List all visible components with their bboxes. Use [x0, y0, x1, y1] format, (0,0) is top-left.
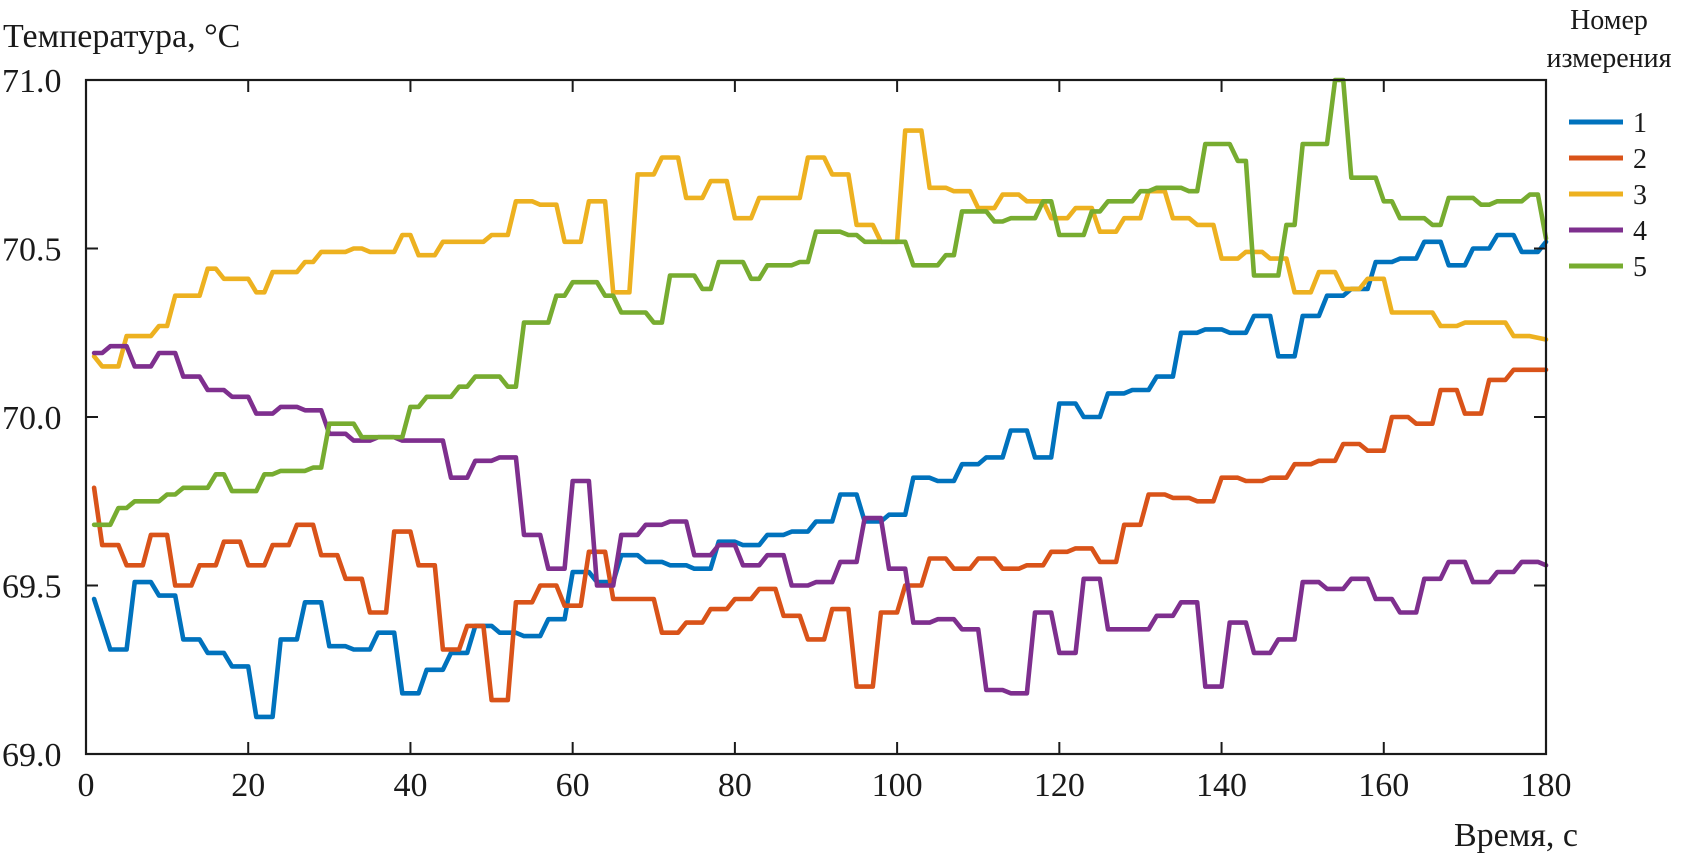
x-tick-label: 80 — [718, 767, 752, 804]
x-tick-label: 40 — [393, 767, 427, 804]
x-axis-label: Время, с — [1454, 817, 1578, 854]
y-tick-label: 69.5 — [2, 569, 62, 606]
legend: Номер измерения 1 2 3 4 5 — [1546, 5, 1671, 283]
y-tick-label: 70.5 — [2, 232, 62, 269]
x-tick-label: 60 — [556, 767, 590, 804]
x-tick-label: 120 — [1034, 767, 1085, 804]
legend-label-5: 5 — [1633, 252, 1647, 283]
x-tick-label: 20 — [231, 767, 265, 804]
legend-label-1: 1 — [1633, 108, 1647, 139]
legend-label-2: 2 — [1633, 144, 1647, 175]
legend-title-line1: Номер — [1570, 5, 1648, 36]
series-line-2 — [91, 367, 1549, 703]
series-line-5 — [91, 77, 1549, 528]
x-tick-label: 140 — [1196, 767, 1247, 804]
y-tick-label: 69.0 — [2, 737, 62, 774]
plot-area — [91, 77, 1549, 720]
series-line-3 — [91, 128, 1549, 369]
x-tick-label: 100 — [872, 767, 923, 804]
x-tick-label: 180 — [1521, 767, 1572, 804]
series-line-1 — [91, 232, 1549, 720]
y-axis-label: Температура, °C — [3, 18, 240, 55]
y-tick-label: 71.0 — [2, 63, 62, 100]
axis-ticks: 0 20 40 60 80 100 120 140 160 180 69.0 69.5 70.0 70.5… — [2, 63, 1572, 804]
plot-frame — [84, 78, 1548, 756]
y-tick-label: 70.0 — [2, 400, 62, 437]
x-tick-label: 0 — [78, 767, 95, 804]
x-tick-label: 160 — [1358, 767, 1409, 804]
legend-title-line2: измерения — [1546, 43, 1671, 74]
legend-label-3: 3 — [1633, 180, 1647, 211]
legend-label-4: 4 — [1633, 216, 1647, 247]
